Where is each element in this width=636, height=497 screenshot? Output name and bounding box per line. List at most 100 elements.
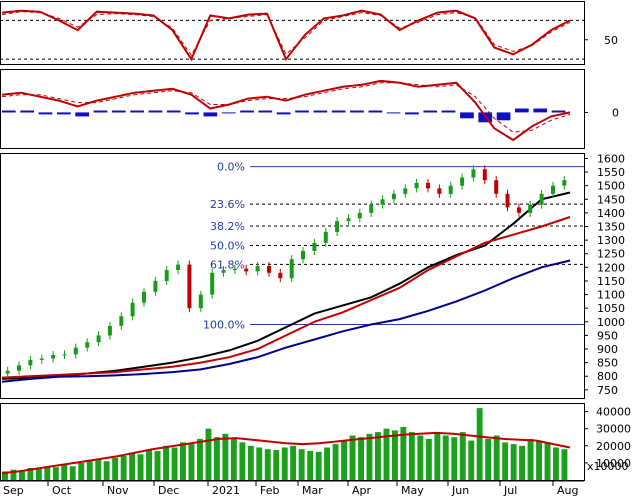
price-tick-label: 1600 — [597, 152, 625, 165]
fibonacci-level-label: 100.0% — [203, 319, 245, 332]
candle-body — [28, 359, 33, 366]
macd-histogram-bar — [533, 108, 548, 113]
x-tick-label: Nov — [107, 484, 129, 497]
volume-bar — [103, 461, 110, 480]
candle-body — [539, 193, 544, 205]
volume-bar — [154, 450, 161, 480]
candle-body — [494, 180, 499, 194]
volume-bar — [468, 440, 475, 480]
x-tick-label: Jul — [503, 484, 517, 497]
volume-bar — [137, 454, 144, 480]
macd-line-0 — [1, 79, 571, 142]
candle-body — [244, 268, 249, 272]
candle-body — [346, 218, 351, 221]
volume-bar — [485, 438, 492, 480]
price-tick-label: 1100 — [597, 289, 625, 302]
volume-bar — [247, 445, 254, 480]
candle-body — [551, 185, 555, 194]
macd-tick-label: 0 — [612, 106, 619, 119]
x-tick-label: Jun — [451, 484, 469, 497]
price-tick-label: 1300 — [597, 234, 625, 247]
volume-bar — [451, 437, 458, 480]
macd-histogram-bar — [368, 110, 383, 113]
candle-body — [471, 169, 476, 178]
volume-bar — [205, 428, 212, 480]
volume-unit-label: x10000 — [587, 460, 629, 473]
price-tick-label: 1350 — [597, 221, 625, 234]
rsi-line-0 — [1, 9, 571, 62]
candle-body — [153, 280, 158, 292]
volume-bar — [146, 449, 152, 480]
macd-histogram-bar — [405, 112, 419, 115]
fibonacci-level-label: 38.2% — [210, 220, 245, 233]
macd-histogram-bar — [166, 110, 181, 113]
volume-bar — [61, 464, 68, 480]
macd-histogram-bar — [515, 108, 529, 113]
volume-bar — [35, 468, 42, 480]
price-tick-label: 1200 — [597, 261, 625, 274]
price-tick-label: 1400 — [597, 207, 625, 220]
price-tick-label: 750 — [597, 384, 618, 397]
volume-bar — [290, 445, 297, 480]
volume-bar — [544, 442, 551, 480]
price-tick-label: 1150 — [597, 275, 625, 288]
candle-body — [232, 268, 237, 271]
candle-body — [62, 354, 67, 356]
volume-bar — [536, 440, 542, 480]
volume-average-0 — [1, 431, 571, 475]
candle-body — [85, 342, 90, 348]
volume-bar — [324, 447, 330, 480]
candle-body — [301, 251, 305, 260]
volume-bar — [442, 435, 449, 480]
price-tick-label: 850 — [597, 357, 618, 370]
volume-bar — [197, 438, 203, 480]
volume-bar — [358, 437, 364, 480]
volume-bar — [44, 466, 51, 480]
x-tick-label: Feb — [260, 484, 279, 497]
volume-tick-label: 30000 — [596, 423, 631, 436]
macd-histogram-bar — [75, 112, 89, 117]
candle-body — [380, 199, 385, 205]
volume-bar — [476, 408, 483, 480]
x-tick-label: Apr — [352, 484, 372, 497]
candle-body — [460, 177, 465, 186]
volume-bar — [408, 432, 415, 480]
volume-bar — [392, 430, 398, 480]
volume-bar — [341, 440, 347, 480]
volume-bar — [230, 438, 237, 480]
x-tick-label: Dec — [158, 484, 179, 497]
price-tick-label: 800 — [597, 370, 618, 383]
candle-body — [221, 270, 226, 273]
macd-histogram-bar — [313, 110, 328, 113]
volume-bar — [95, 459, 102, 480]
volume-bar — [366, 433, 373, 480]
candle-body — [176, 264, 181, 270]
volume-bar — [10, 469, 17, 480]
macd-histogram-bar — [258, 110, 273, 113]
macd-histogram-bar — [2, 110, 16, 113]
price-tick-label: 1050 — [597, 302, 625, 315]
volume-bar — [180, 442, 186, 480]
volume-bar — [171, 447, 178, 480]
volume-bar — [425, 438, 432, 480]
volume-bar — [281, 447, 288, 480]
volume-bar — [78, 462, 85, 480]
volume-bar — [69, 466, 76, 480]
macd-histogram-bar — [221, 112, 236, 114]
volume-bar — [2, 471, 8, 480]
candle-body — [437, 188, 442, 194]
panel-frame — [0, 1, 585, 65]
volume-bar — [332, 444, 339, 480]
volume-bar — [120, 456, 127, 480]
macd-histogram-bar — [93, 110, 108, 113]
candle-body — [51, 355, 56, 359]
macd-histogram-bar — [20, 110, 34, 113]
volume-bar — [349, 435, 356, 480]
panel-frame — [0, 153, 585, 399]
candle-body — [516, 207, 521, 213]
candle-body — [414, 182, 419, 189]
volume-bar — [434, 433, 441, 480]
candle-body — [96, 335, 101, 343]
